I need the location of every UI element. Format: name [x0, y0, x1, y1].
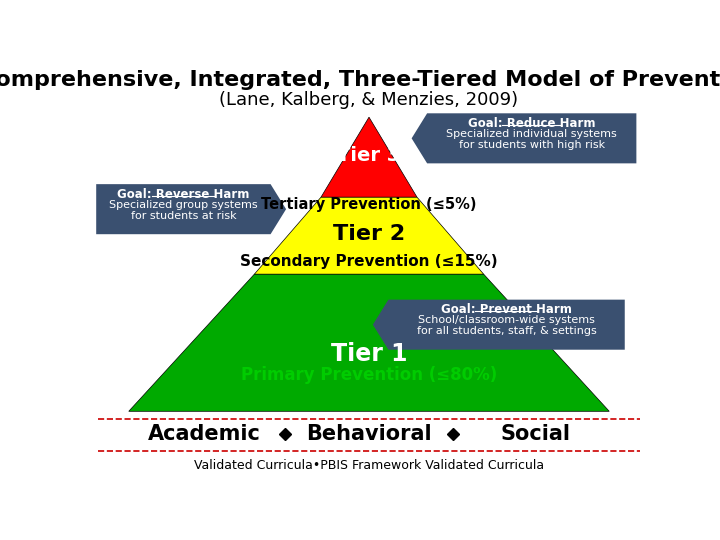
Text: Validated Curricula•PBIS Framework Validated Curricula: Validated Curricula•PBIS Framework Valid…: [194, 458, 544, 472]
Text: Tier 1: Tier 1: [330, 342, 408, 366]
Text: Tier 3: Tier 3: [338, 146, 400, 165]
Text: (Lane, Kalberg, & Menzies, 2009): (Lane, Kalberg, & Menzies, 2009): [220, 91, 518, 109]
Polygon shape: [321, 117, 417, 197]
Text: Academic: Academic: [148, 424, 261, 444]
Text: Comprehensive, Integrated, Three-Tiered Model of Prevention: Comprehensive, Integrated, Three-Tiered …: [0, 70, 720, 90]
Text: Behavioral: Behavioral: [306, 424, 432, 444]
Text: Social: Social: [500, 424, 571, 444]
Text: Secondary Prevention (≤15%): Secondary Prevention (≤15%): [240, 254, 498, 268]
Polygon shape: [412, 113, 636, 164]
Text: Primary Prevention (≤80%): Primary Prevention (≤80%): [241, 366, 497, 384]
Text: Specialized group systems: Specialized group systems: [109, 200, 258, 210]
Text: Goal: Reverse Harm: Goal: Reverse Harm: [117, 188, 250, 201]
Polygon shape: [254, 197, 484, 274]
Text: Goal: Prevent Harm: Goal: Prevent Harm: [441, 303, 572, 316]
Text: for students with high risk: for students with high risk: [459, 140, 605, 150]
Text: for students at risk: for students at risk: [130, 211, 236, 221]
Text: Tertiary Prevention (≤5%): Tertiary Prevention (≤5%): [261, 198, 477, 212]
Text: for all students, staff, & settings: for all students, staff, & settings: [417, 326, 596, 336]
Text: Tier 2: Tier 2: [333, 224, 405, 244]
Polygon shape: [129, 274, 609, 411]
Text: Specialized individual systems: Specialized individual systems: [446, 129, 617, 139]
Text: School/classroom-wide systems: School/classroom-wide systems: [418, 315, 595, 326]
Text: Goal: Reduce Harm: Goal: Reduce Harm: [468, 117, 595, 130]
Polygon shape: [373, 300, 625, 350]
Polygon shape: [96, 184, 286, 234]
